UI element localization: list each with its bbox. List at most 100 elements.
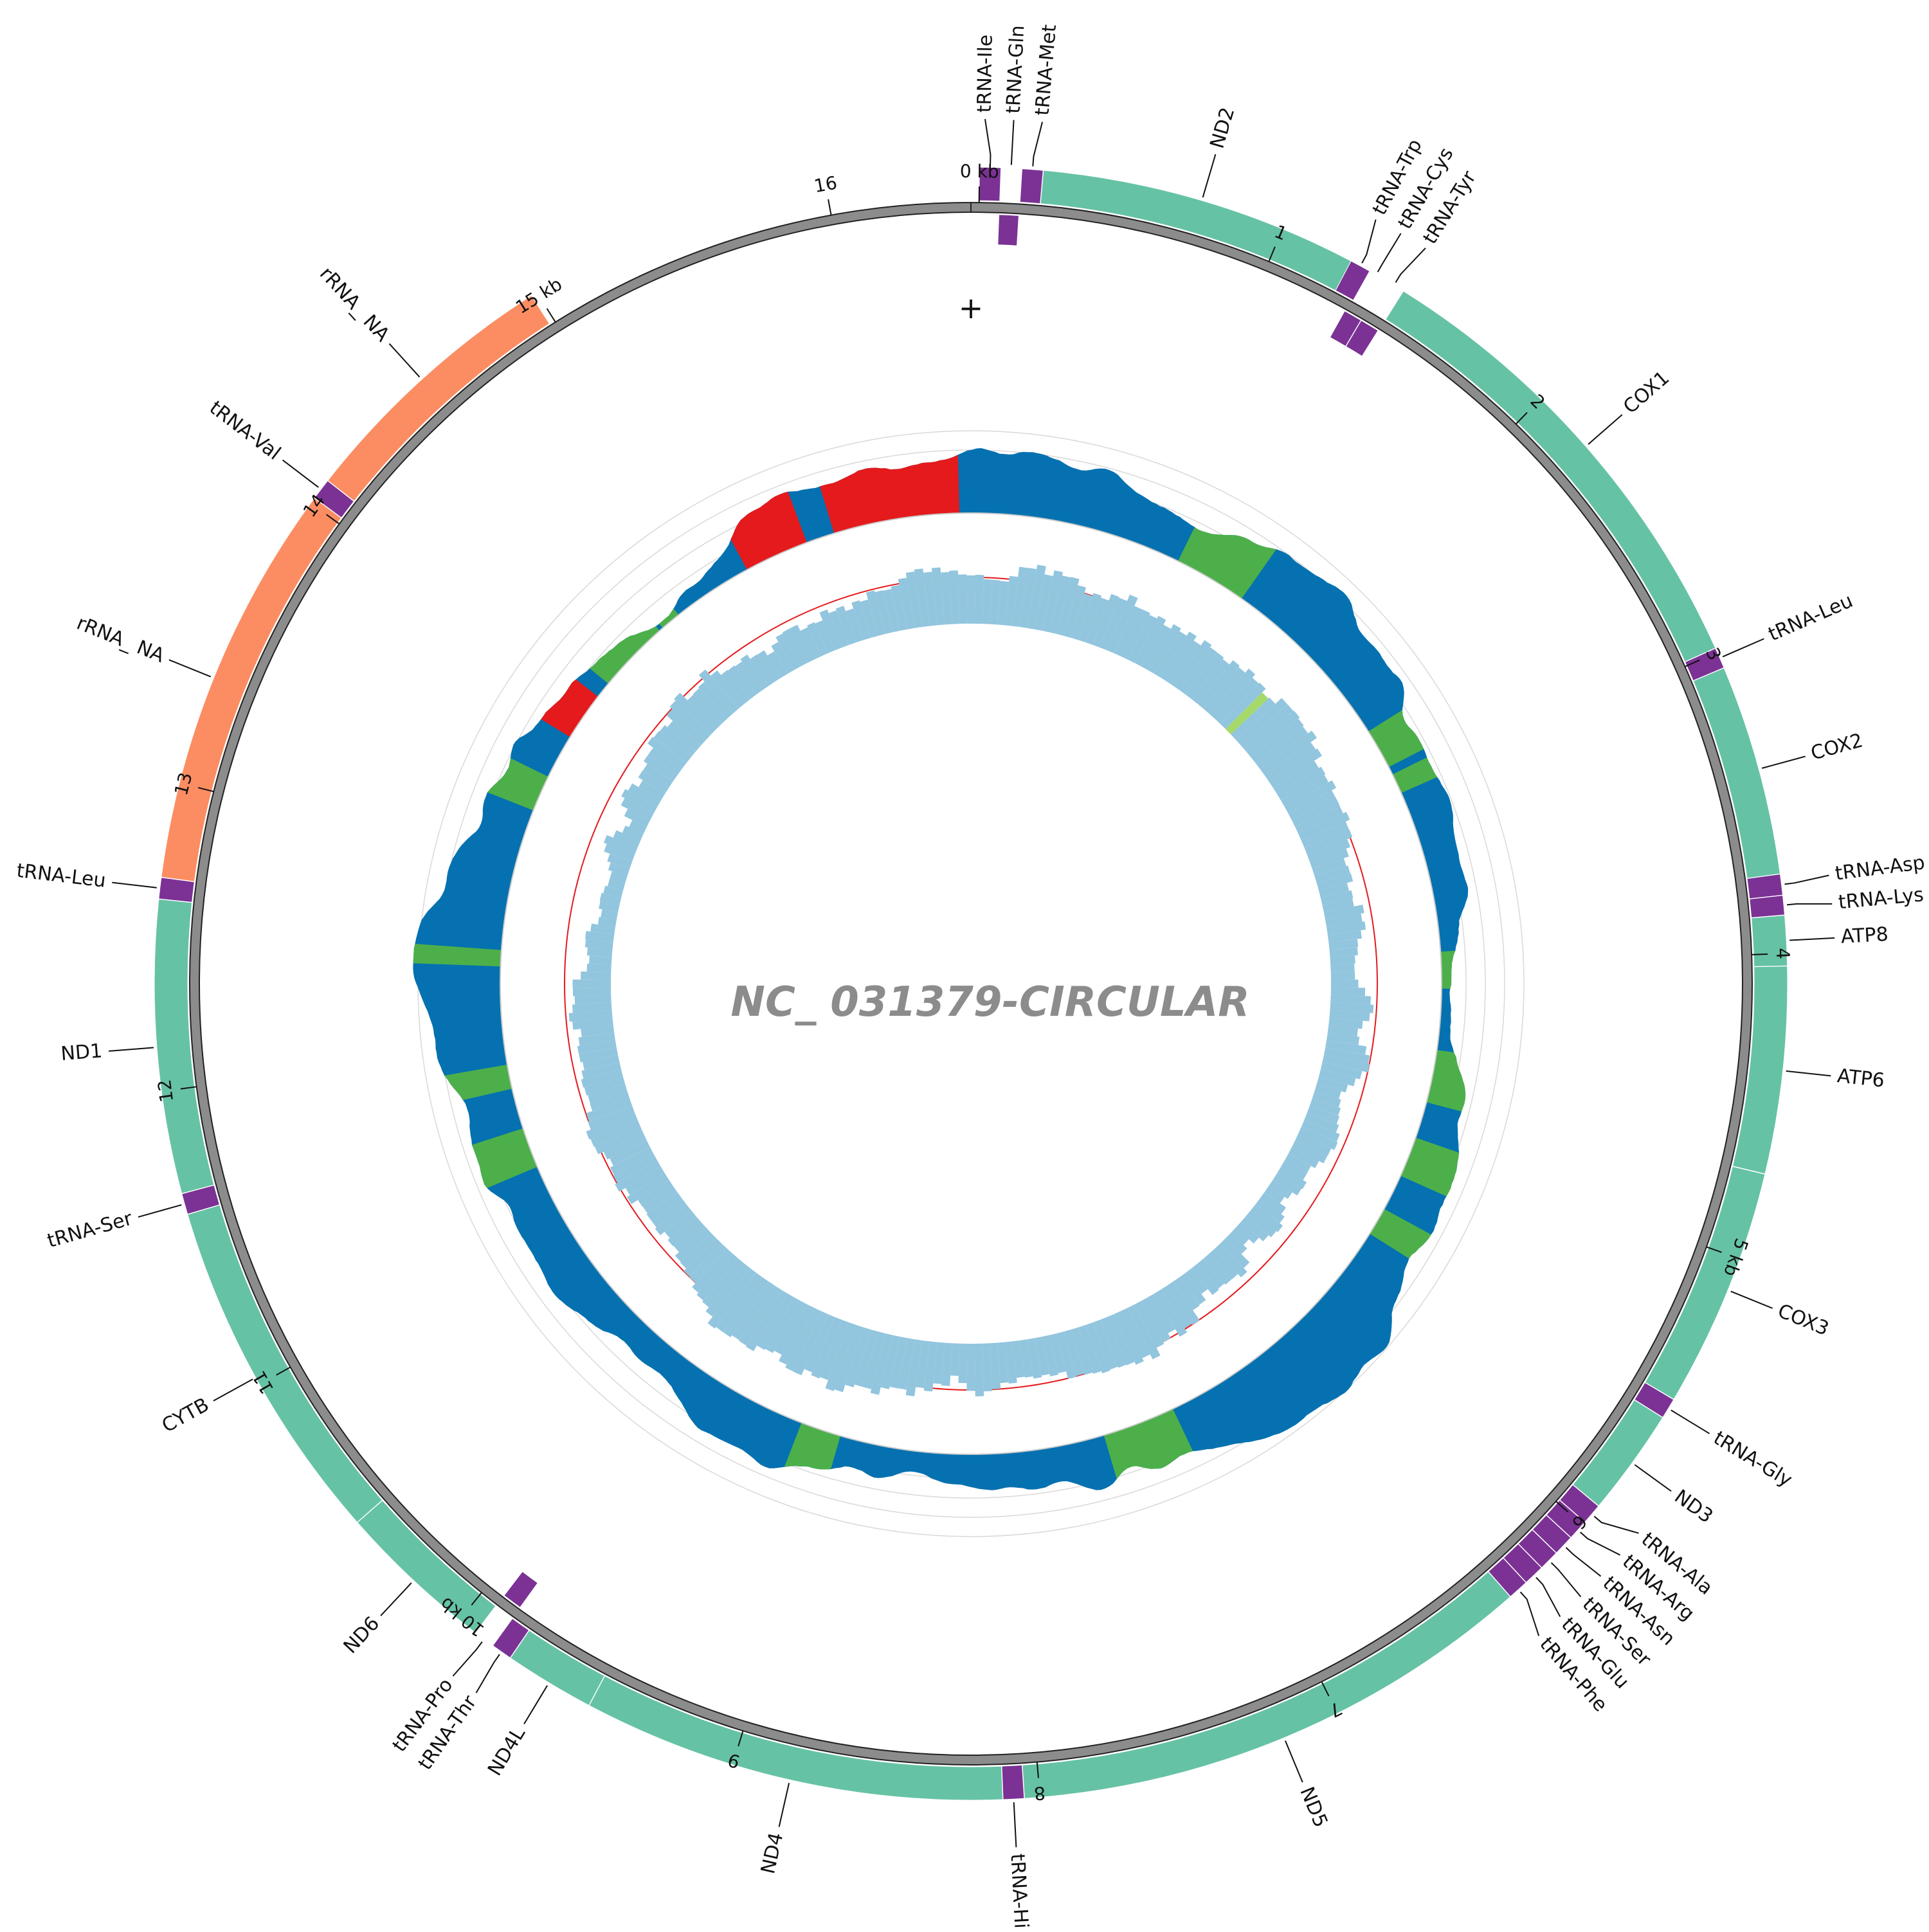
feature-label: tRNA-Met: [1031, 24, 1061, 116]
feature-cytb: [188, 1205, 383, 1522]
label-leader-line: [1671, 1410, 1710, 1433]
label-leader-line: [1378, 233, 1401, 272]
label-leader-line: [381, 1583, 412, 1616]
feature-cox3: [1645, 1166, 1765, 1399]
tick-label: 4: [1772, 948, 1794, 960]
label-leader-line: [1762, 756, 1806, 768]
feature-label: ND5: [1295, 1783, 1332, 1830]
feature-label: ATP8: [1840, 923, 1888, 948]
feature-trna-met: [1020, 168, 1043, 203]
tick-mark: [547, 309, 556, 322]
tick-label: 0 kb: [960, 161, 999, 183]
gc-bar: [587, 964, 611, 973]
feature-cox1: [1386, 291, 1716, 662]
feature-label: tRNA-Gly: [1710, 1427, 1796, 1492]
feature-label: rRNA_ NA: [73, 612, 168, 667]
tick-label: 16: [812, 172, 838, 197]
gc-bar: [966, 575, 975, 624]
feature-label: tRNA-Leu: [15, 860, 107, 892]
label-leader-line: [112, 883, 157, 888]
label-leader-line: [1588, 415, 1622, 444]
feature-trna-lys: [1750, 896, 1785, 918]
feature-trna-leu: [159, 878, 194, 903]
feature-label: tRNA-Ile: [974, 35, 997, 113]
label-leader-line: [1285, 1741, 1303, 1783]
feature-label: CYTB: [158, 1393, 213, 1437]
label-leader-line: [1521, 1592, 1539, 1636]
feature-trna-his: [1002, 1765, 1024, 1800]
feature-label: tRNA-His: [1006, 1853, 1033, 1929]
gc-bar: [1330, 964, 1354, 973]
label-leader-line: [1362, 219, 1376, 263]
tick-mark: [828, 199, 831, 215]
label-leader-line: [1723, 638, 1764, 656]
label-leader-line: [1011, 120, 1014, 165]
genome-title: NC_ 031379-CIRCULAR: [730, 979, 1249, 1026]
label-leader-line: [1594, 1516, 1638, 1533]
tick-label: 12: [154, 1078, 177, 1104]
label-leader-line: [283, 460, 319, 487]
gc-bar: [966, 1344, 975, 1391]
label-leader-line: [1731, 1292, 1773, 1308]
feature-label: rRNA_ NA: [315, 262, 394, 346]
feature-label: ND6: [340, 1612, 385, 1658]
gc-bar: [1331, 971, 1355, 980]
feature-label: COX3: [1775, 1299, 1832, 1340]
label-leader-line: [1787, 904, 1832, 905]
feature-nd6: [358, 1501, 496, 1633]
feature-label: ND4L: [484, 1723, 530, 1780]
feature-trna-gln: [998, 215, 1019, 246]
feature-label: ND1: [60, 1040, 103, 1065]
gc-bar: [581, 971, 611, 980]
label-leader-line: [453, 1642, 482, 1676]
feature-label: tRNA-Ser: [45, 1207, 136, 1252]
feature-label: ND3: [1670, 1485, 1717, 1528]
gc-bar: [958, 1344, 967, 1384]
feature-label: ND2: [1206, 105, 1239, 151]
label-leader-line: [524, 1686, 547, 1724]
label-leader-line: [476, 1654, 500, 1693]
feature-label: tRNA-Lys: [1838, 883, 1925, 914]
gc-bar: [573, 988, 611, 997]
feature-nd2: [1040, 170, 1351, 291]
feature-label: tRNA-Gln: [1002, 24, 1029, 114]
label-leader-line: [1635, 1465, 1671, 1491]
gc-bar: [1331, 980, 1359, 988]
gc-bar: [958, 574, 967, 624]
coverage-green-band: [1440, 951, 1455, 989]
label-leader-line: [1552, 1563, 1581, 1597]
feature-label: COX2: [1808, 729, 1865, 764]
feature-label: tRNA-Val: [205, 397, 285, 465]
label-leader-line: [169, 660, 211, 676]
label-leader-line: [1786, 1071, 1831, 1076]
tick-label: 8: [1033, 1782, 1047, 1804]
label-leader-line: [985, 119, 990, 164]
tick-mark: [1752, 954, 1768, 955]
feature-trna-asp: [1747, 874, 1783, 899]
label-leader-line: [109, 1047, 154, 1051]
label-leader-line: [1785, 876, 1829, 885]
label-leader-line: [1033, 122, 1042, 167]
label-leader-line: [1566, 1548, 1600, 1576]
label-leader-line: [1536, 1578, 1560, 1617]
gc-bar: [1331, 988, 1365, 996]
label-leader-line: [1789, 938, 1834, 941]
label-leader-line: [138, 1205, 181, 1217]
label-leader-line: [779, 1783, 790, 1827]
label-leader-line: [1014, 1802, 1017, 1847]
gc-bar: [572, 980, 611, 988]
feature-nd1: [154, 899, 214, 1193]
label-leader-line: [1580, 1532, 1620, 1555]
feature-label: tRNA-Leu: [1765, 590, 1856, 646]
strand-plus-symbol: +: [959, 291, 984, 325]
label-leader-line: [1203, 154, 1216, 197]
gc-bar: [975, 575, 984, 624]
label-leader-line: [1395, 248, 1425, 283]
feature-label: ND4: [757, 1830, 788, 1876]
feature-label: COX1: [1619, 366, 1674, 418]
label-leader-line: [389, 344, 419, 377]
feature-label: tRNA-Asp: [1834, 851, 1926, 885]
label-leader-line: [213, 1379, 253, 1401]
